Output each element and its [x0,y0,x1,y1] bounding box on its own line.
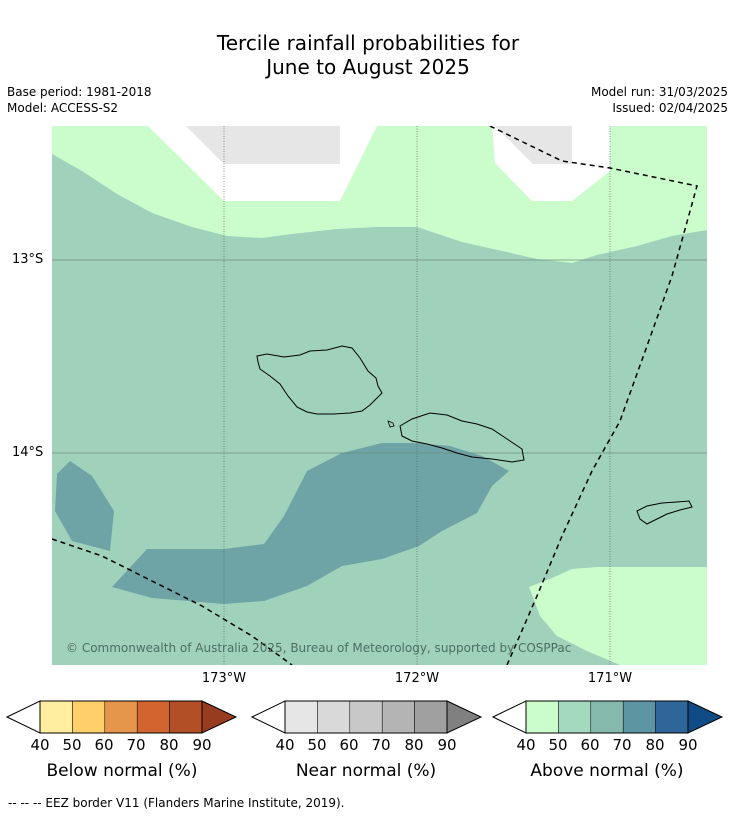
white-notch-east-inner [572,126,610,171]
forecast-map [52,126,707,665]
eez-border [52,126,698,665]
above-colorbar-cell [558,700,592,734]
near-tick-70: 70 [371,736,391,754]
near-tick-40: 40 [275,736,295,754]
model-run-text: Model run: 31/03/2025 [590,85,728,99]
above-normal-70-region-west [55,461,114,551]
below-tick-40: 40 [30,736,50,754]
base-period-text: Base period: 1981-2018 [7,85,152,99]
near-tick-50: 50 [307,736,327,754]
below-tick-80: 80 [159,736,179,754]
chart-title-line2: June to August 2025 [266,55,470,79]
above-colorbar-cell [622,700,656,734]
near-colorbar-cell [349,700,383,734]
savaii-island [256,345,383,415]
above-tick-60: 60 [580,736,600,754]
lon-label-172w: 172°W [394,671,440,686]
above-colorbar-cell [590,700,624,734]
near-colorbar-cell [414,700,448,734]
above-tick-70: 70 [612,736,632,754]
lon-label-171w: 171°W [587,671,633,686]
above-tick-50: 50 [548,736,568,754]
latitude-lines [52,259,707,454]
colorbar-above [492,700,724,734]
near-normal-40-east [495,126,572,164]
above-colorbar-cell [655,700,689,734]
near-colorbar-title: Near normal (%) [295,761,437,781]
below-tick-50: 50 [62,736,82,754]
below-colorbar-cell [169,700,203,734]
map-copyright: © Commonwealth of Australia 2025, Bureau… [66,641,572,655]
manono-island [387,420,395,428]
colorbar-below [6,700,238,734]
below-colorbar-cell [104,700,138,734]
below-colorbar-cell [72,700,106,734]
near-normal-40-west [186,126,340,164]
model-text: Model: ACCESS-S2 [7,101,119,115]
above-tick-80: 80 [645,736,665,754]
near-colorbar-cell [381,700,415,734]
eez-border-legend: -- -- -- EEZ border V11 (Flanders Marine… [8,796,345,810]
below-colorbar-cell [39,700,73,734]
upolu-island [399,412,525,463]
near-tick-60: 60 [339,736,359,754]
chart-title-line1: Tercile rainfall probabilities for [216,31,520,55]
tutuila-island [636,500,693,525]
below-tick-70: 70 [126,736,146,754]
below-tick-60: 60 [94,736,114,754]
above-colorbar-title: Above normal (%) [530,761,684,781]
above-tick-90: 90 [678,736,698,754]
colorbar-near [251,700,483,734]
above-tick-40: 40 [516,736,536,754]
near-colorbar-cell [284,700,318,734]
below-colorbar-title: Below normal (%) [46,761,198,781]
near-tick-80: 80 [404,736,424,754]
lat-label-14s: 14°S [12,445,44,460]
above-normal-50-region-south [529,567,707,665]
issued-text: Issued: 02/04/2025 [612,101,728,115]
above-normal-70-region-central [112,443,509,604]
near-colorbar-cell [317,700,351,734]
below-tick-90: 90 [192,736,212,754]
lon-label-173w: 173°W [201,671,247,686]
lat-label-13s: 13°S [12,252,44,267]
near-tick-90: 90 [437,736,457,754]
below-colorbar-cell [136,700,170,734]
above-colorbar-cell [525,700,559,734]
